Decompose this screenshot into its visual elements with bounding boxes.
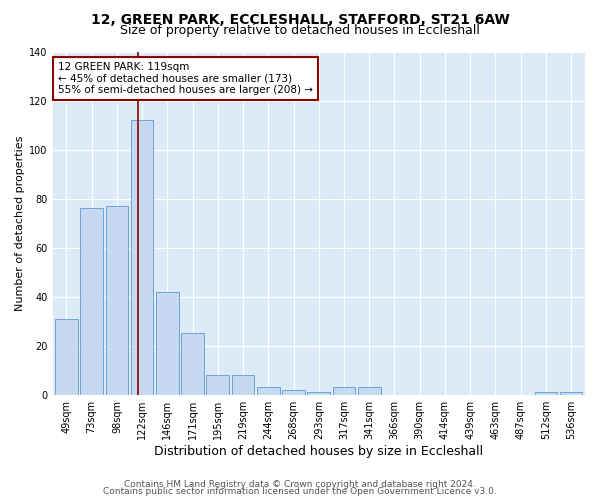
Text: 12 GREEN PARK: 119sqm
← 45% of detached houses are smaller (173)
55% of semi-det: 12 GREEN PARK: 119sqm ← 45% of detached … bbox=[58, 62, 313, 95]
Bar bbox=[55, 318, 78, 394]
Bar bbox=[232, 375, 254, 394]
X-axis label: Distribution of detached houses by size in Eccleshall: Distribution of detached houses by size … bbox=[154, 444, 484, 458]
Bar bbox=[156, 292, 179, 395]
Bar bbox=[332, 388, 355, 394]
Bar bbox=[535, 392, 557, 394]
Bar bbox=[181, 334, 204, 394]
Bar bbox=[560, 392, 583, 394]
Text: Contains public sector information licensed under the Open Government Licence v3: Contains public sector information licen… bbox=[103, 487, 497, 496]
Text: 12, GREEN PARK, ECCLESHALL, STAFFORD, ST21 6AW: 12, GREEN PARK, ECCLESHALL, STAFFORD, ST… bbox=[91, 12, 509, 26]
Bar bbox=[257, 388, 280, 394]
Text: Contains HM Land Registry data © Crown copyright and database right 2024.: Contains HM Land Registry data © Crown c… bbox=[124, 480, 476, 489]
Bar bbox=[131, 120, 154, 394]
Text: Size of property relative to detached houses in Eccleshall: Size of property relative to detached ho… bbox=[120, 24, 480, 37]
Bar bbox=[80, 208, 103, 394]
Bar bbox=[307, 392, 330, 394]
Bar bbox=[206, 375, 229, 394]
Y-axis label: Number of detached properties: Number of detached properties bbox=[15, 136, 25, 311]
Bar bbox=[358, 388, 380, 394]
Bar bbox=[282, 390, 305, 394]
Bar bbox=[106, 206, 128, 394]
